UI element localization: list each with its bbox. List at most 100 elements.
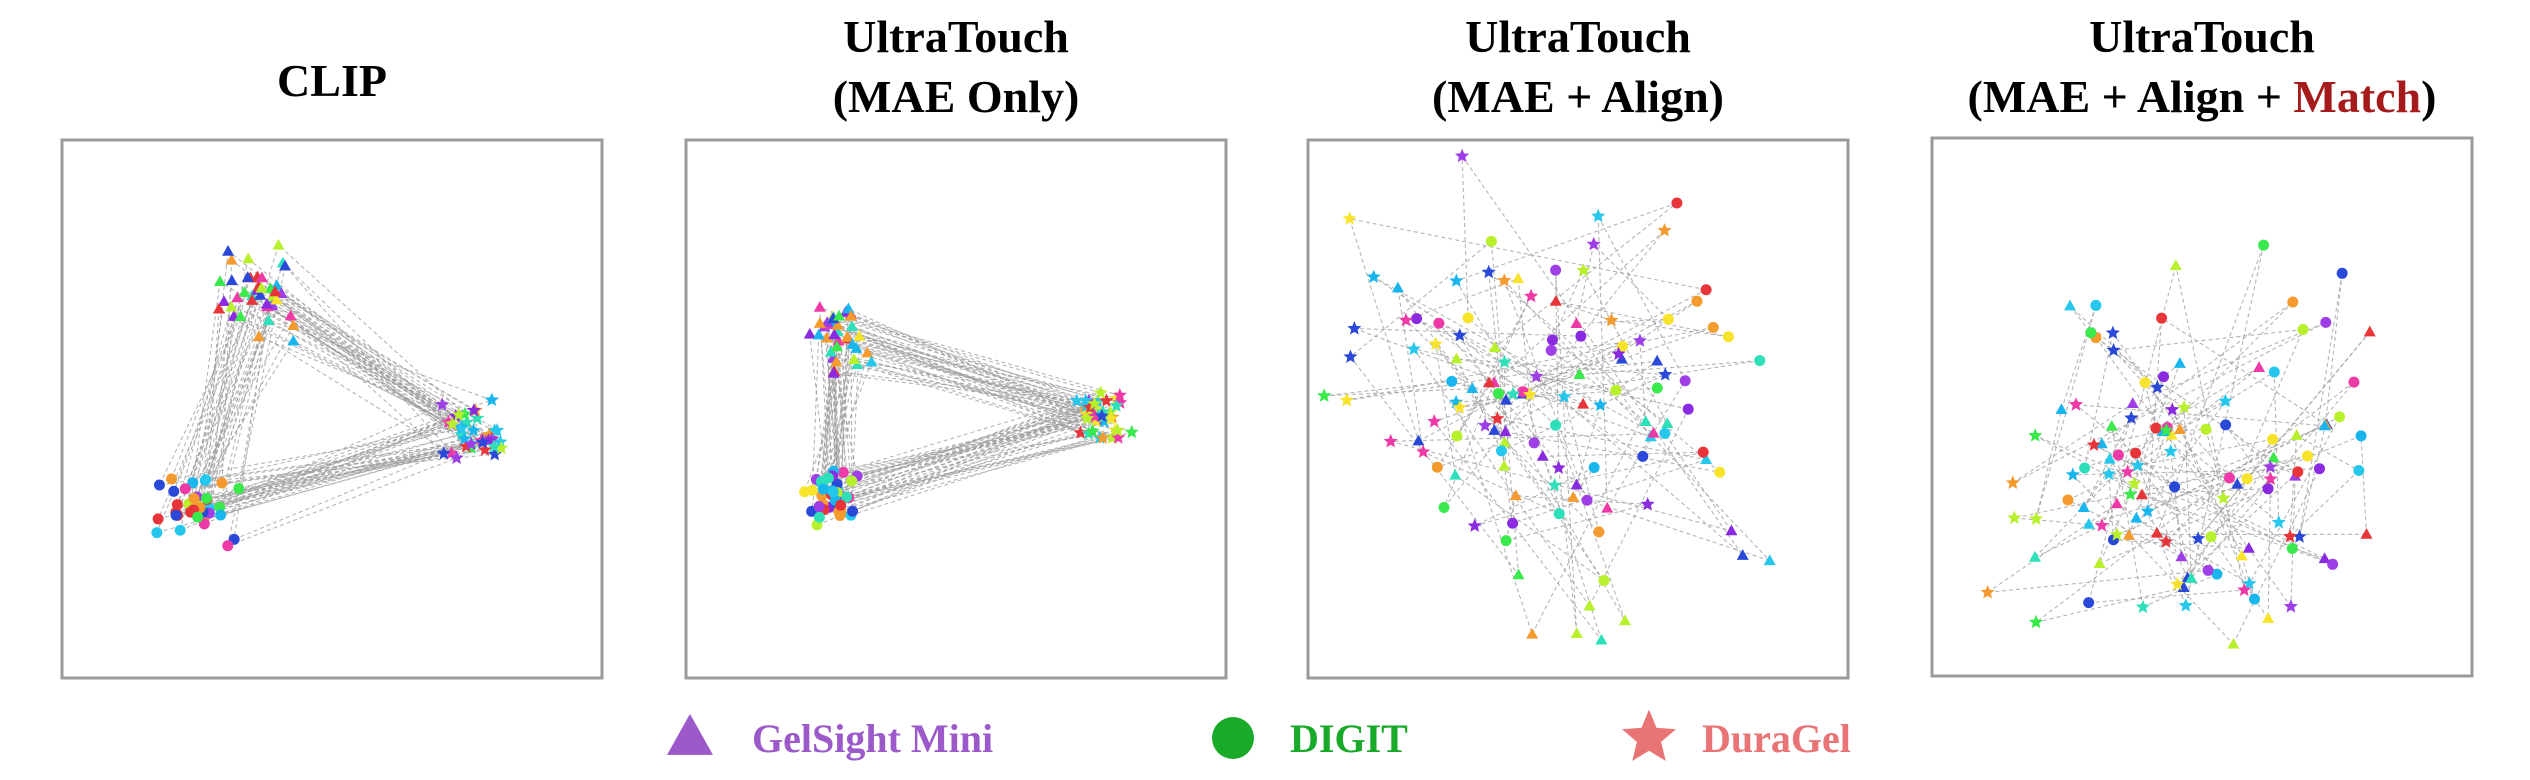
pair-line (1664, 433, 1732, 532)
duragel-point (1112, 387, 1127, 402)
duragel-point (2237, 582, 2252, 597)
digit-point (1500, 535, 1512, 547)
pair-line (208, 280, 233, 514)
duragel-point (2109, 527, 2124, 541)
duragel-point (435, 397, 450, 411)
digit-point (2130, 447, 2142, 459)
pair-line (159, 440, 483, 486)
pair-line (833, 372, 1087, 407)
gelsight-point (2105, 419, 2118, 431)
duragel-point (2283, 529, 2298, 543)
duragel-point (2140, 503, 2155, 518)
pair-line (840, 400, 1107, 513)
pair-line (1597, 215, 1686, 381)
pair-line (197, 414, 459, 518)
digit-point (1671, 197, 1683, 209)
pair-line (2084, 332, 2114, 469)
gelsight-point (2093, 557, 2106, 569)
digit-point (1575, 330, 1587, 342)
pair-line (2099, 494, 2131, 564)
digit-point (179, 483, 191, 495)
digit-point (2211, 568, 2223, 580)
duragel-point (477, 442, 492, 456)
pair-line (857, 364, 1100, 439)
gelsight-point (1391, 281, 1404, 293)
pair-line (1456, 382, 1490, 437)
scatter-panel-1 (60, 138, 604, 680)
pair-line (1593, 243, 1669, 320)
pair-line (1390, 432, 1665, 442)
pair-line (838, 401, 1098, 497)
digit-point (198, 518, 210, 530)
gelsight-point (254, 289, 267, 300)
digit-point (1431, 461, 1443, 473)
duragel-point (1347, 321, 1362, 335)
pair-line (202, 293, 283, 513)
points (1980, 239, 2376, 649)
gelsight-point (255, 281, 268, 293)
pair-line (1354, 328, 1581, 337)
digit-point (1682, 403, 1694, 415)
gelsight-point (1549, 295, 1562, 306)
duragel-point (2242, 576, 2257, 590)
pair-line (281, 293, 475, 411)
digit-point (192, 511, 204, 523)
digit-point (813, 500, 825, 512)
pair-line (219, 336, 260, 508)
duragel-point (2159, 534, 2174, 548)
pair-line (2113, 329, 2304, 351)
pair-line (2205, 429, 2224, 499)
gelsight-point (1763, 554, 1776, 566)
digit-point (2158, 371, 2170, 383)
gelsight-point (1498, 459, 1511, 471)
digit-point (1553, 508, 1565, 520)
pair-line (2072, 468, 2320, 476)
digit-point (1610, 384, 1622, 396)
panel-title-4-line-1: UltraTouch (2089, 11, 2315, 62)
digit-point (1451, 430, 1463, 442)
gelsight-point (832, 334, 845, 346)
duragel-point (2283, 599, 2298, 613)
gelsight-point (1661, 417, 1674, 428)
duragel-point (2165, 402, 2180, 416)
gelsight-point (821, 316, 834, 328)
pair-line (1459, 360, 1760, 409)
pair-line (2141, 494, 2333, 565)
pair-line (831, 402, 1121, 496)
digit-point (2139, 377, 2151, 389)
pair-line (832, 318, 1093, 432)
duragel-point (1522, 387, 1537, 401)
digit-point (2313, 463, 2325, 475)
pair-line (1467, 317, 1744, 556)
pair-line (2324, 273, 2343, 425)
duragel-point (2065, 467, 2080, 481)
gelsight-point (2082, 518, 2095, 529)
pair-line (853, 359, 1103, 439)
duragel-point (2218, 393, 2233, 408)
duragel-point (1343, 349, 1358, 363)
panel-frame (1306, 138, 1850, 680)
gelsight-point (270, 279, 283, 290)
pair-line (819, 306, 1103, 417)
pair-lines (1324, 155, 1771, 641)
duragel-point (486, 439, 501, 453)
duragel-point (436, 446, 451, 460)
pair-line (158, 316, 242, 486)
gelsight-point (2363, 325, 2376, 337)
pair-line (2035, 305, 2097, 520)
pair-line (1503, 393, 1514, 467)
gelsight-point (1488, 424, 1501, 435)
pair-line (2111, 425, 2218, 575)
duragel-point (1478, 418, 1493, 432)
pair-line (1454, 474, 1605, 581)
gelsight-point (1601, 501, 1614, 513)
gelsight-point (241, 271, 254, 282)
pair-line (209, 438, 465, 514)
gelsight-point (847, 353, 861, 365)
pair-line (205, 291, 276, 499)
digit-point (1581, 494, 1593, 506)
duragel-point (1658, 367, 1673, 381)
pair-line (205, 320, 270, 480)
gelsight-point (853, 330, 866, 341)
